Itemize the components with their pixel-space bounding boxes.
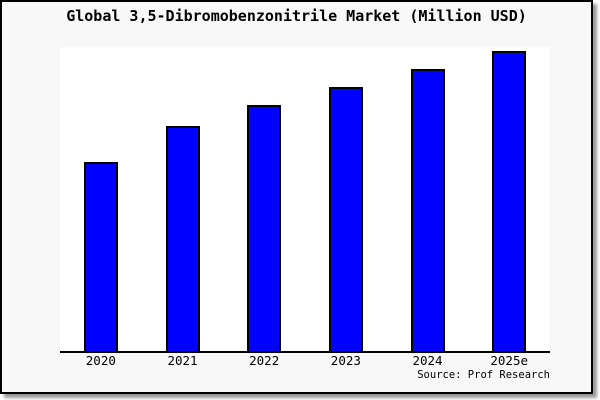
bar-2020 — [83, 162, 118, 351]
x-tick-label-2024: 2024 — [412, 353, 443, 368]
source-credit: Source: Prof Research — [417, 369, 550, 381]
bar-band-2025e — [468, 47, 550, 351]
x-tick-label-2023: 2023 — [330, 353, 361, 368]
bar-2025e — [492, 51, 527, 351]
bar-2022 — [247, 105, 282, 351]
x-tick-label-2021: 2021 — [167, 353, 198, 368]
x-tick-label-2022: 2022 — [249, 353, 280, 368]
bar-band-2023 — [305, 47, 387, 351]
bar-2024 — [410, 69, 445, 351]
bar-2021 — [165, 126, 200, 351]
plot-area — [60, 47, 550, 353]
bar-band-2020 — [60, 47, 142, 351]
x-axis-labels: 2020 2021 2022 2023 2024 2025e — [60, 354, 550, 368]
chart-card: Global 3,5-Dibromobenzonitrile Market (M… — [0, 0, 593, 394]
bar-band-2024 — [387, 47, 469, 351]
bar-band-2021 — [142, 47, 224, 351]
bar-2023 — [328, 87, 363, 351]
chart-title: Global 3,5-Dibromobenzonitrile Market (M… — [66, 7, 527, 25]
x-tick-label-2020: 2020 — [85, 353, 116, 368]
x-tick-label-2025e: 2025e — [490, 353, 529, 368]
bar-band-2022 — [223, 47, 305, 351]
